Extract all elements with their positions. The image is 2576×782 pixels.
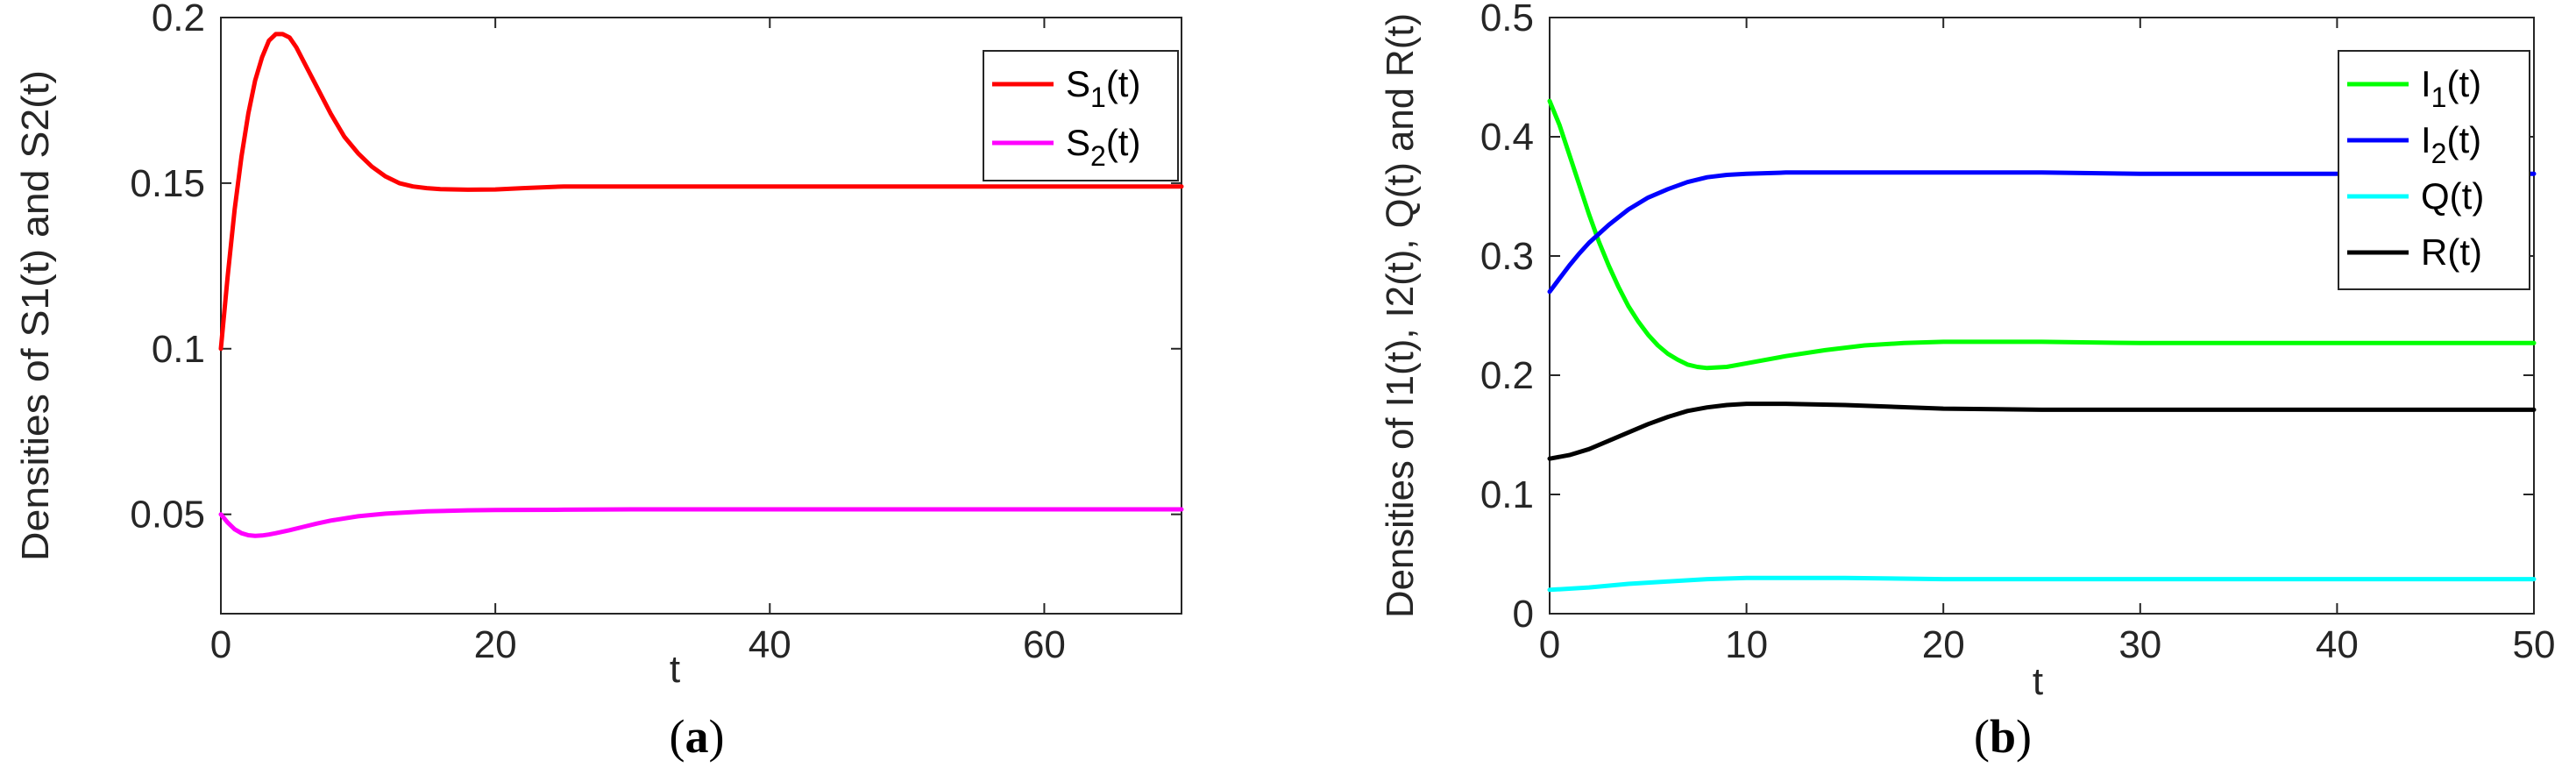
legend-label: Q(t)	[2421, 175, 2484, 217]
x-axis-label: t	[670, 648, 680, 691]
series-line-i1t	[1547, 98, 2537, 371]
y-tick-label: 0.3	[1480, 235, 1534, 278]
y-tick-label: 0.1	[1480, 473, 1534, 516]
y-tick-label: 0.2	[152, 0, 205, 39]
chart-b: 0 10 20 30 40 50 0 0.1 0.2 0.3 0.4 0.5 t Densities of…	[1379, 0, 2555, 763]
legend-label: R(t)	[2421, 231, 2482, 273]
plot-frame	[220, 17, 1182, 615]
legend-box	[2338, 50, 2530, 290]
y-tick-label: 0.5	[1480, 0, 1534, 39]
x-tick-label: 0	[210, 623, 231, 666]
legend-label: S2(t)	[1066, 122, 1140, 172]
legend: S1(t) S2(t)	[983, 50, 1179, 181]
x-tick-label: 60	[1023, 623, 1066, 666]
y-tick-label: 0.4	[1480, 116, 1534, 159]
legend-label: I2(t)	[2421, 119, 2481, 169]
plot-frame	[1549, 17, 2535, 615]
x-tick-label: 40	[749, 623, 791, 666]
y-tick-label: 0.1	[152, 328, 205, 371]
x-tick-label: 40	[2316, 623, 2359, 666]
subfigure-caption: (b)	[1974, 710, 2032, 763]
legend-label: I1(t)	[2421, 63, 2481, 113]
subfigure-caption: (a)	[670, 710, 725, 763]
series-line-s1t	[218, 32, 1184, 352]
series-line-i2t	[1547, 170, 2537, 295]
y-tick-label: 0	[1513, 593, 1534, 636]
x-tick-label: 30	[2118, 623, 2161, 666]
x-axis-label: t	[2033, 660, 2043, 703]
y-axis-label: Densities of S1(t) and S2(t)	[14, 70, 57, 561]
chart-a: 0 20 40 60 0.05 0.1 0.15 0.2 t Densities of S1(t)…	[14, 0, 1184, 763]
series-line-rt	[1547, 402, 2537, 461]
y-tick-label: 0.05	[130, 494, 205, 537]
legend-box	[983, 50, 1179, 181]
y-tick-label: 0.2	[1480, 354, 1534, 397]
y-tick-label: 0.15	[130, 162, 205, 205]
legend: I1(t) I2(t) Q(t) R(t)	[2338, 50, 2530, 290]
series-line-s2t	[218, 507, 1184, 538]
x-tick-label: 20	[1922, 623, 1965, 666]
legend-label: S1(t)	[1066, 63, 1140, 113]
series-line-qt	[1547, 575, 2537, 593]
y-axis-label: Densities of I1(t), I2(t), Q(t) and R(t)	[1379, 13, 1422, 618]
x-tick-label: 50	[2513, 623, 2556, 666]
x-tick-label: 20	[474, 623, 517, 666]
x-tick-label: 0	[1539, 623, 1560, 666]
x-tick-label: 10	[1725, 623, 1768, 666]
